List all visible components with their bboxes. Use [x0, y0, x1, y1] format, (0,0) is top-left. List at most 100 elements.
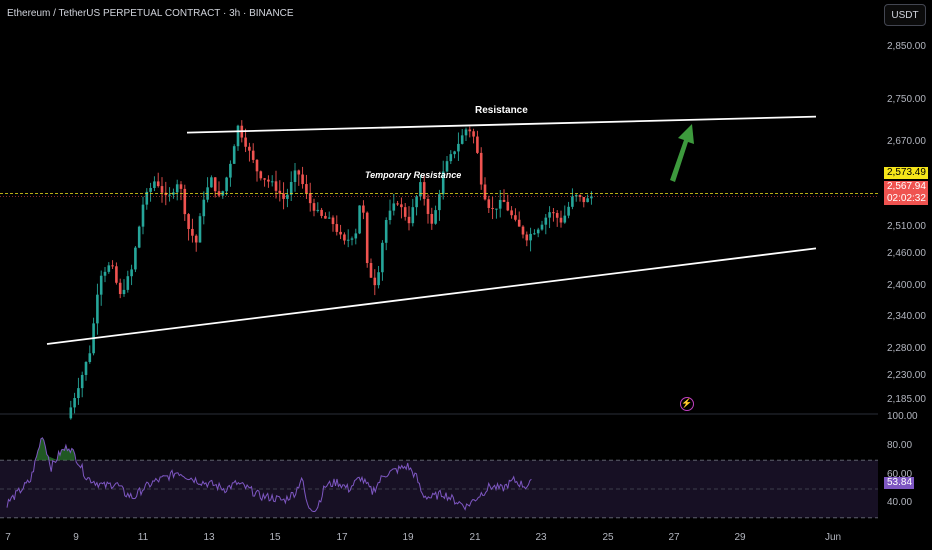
- candle: [248, 142, 251, 162]
- candle: [301, 166, 304, 189]
- candle-body: [248, 146, 251, 151]
- candle: [282, 182, 285, 210]
- candle: [172, 188, 175, 199]
- candle-body: [149, 187, 152, 192]
- candle-body: [457, 143, 460, 152]
- candle-body: [586, 198, 589, 203]
- candle-body: [388, 210, 392, 221]
- candle: [88, 345, 92, 364]
- candle: [175, 179, 179, 201]
- candle: [510, 206, 513, 219]
- candle: [286, 188, 289, 208]
- price-axis-label: 2,850.00: [887, 40, 926, 52]
- price-axis-label: 2,185.00: [887, 393, 926, 405]
- candle-body: [491, 207, 494, 209]
- candle: [327, 211, 331, 220]
- candle: [548, 206, 551, 229]
- candle-body: [441, 171, 445, 195]
- candle-body: [331, 217, 335, 225]
- candle: [571, 188, 574, 210]
- candle-body: [430, 213, 434, 224]
- candle-body: [396, 203, 399, 205]
- candle-body: [552, 212, 555, 214]
- candle-body: [267, 179, 270, 182]
- symbol-title: Ethereum / TetherUS PERPETUAL CONTRACT ·…: [7, 8, 294, 19]
- candle-body: [502, 199, 506, 202]
- candle-body: [563, 215, 567, 223]
- candle-body: [179, 184, 183, 189]
- candle: [153, 176, 156, 192]
- candle-body: [468, 129, 472, 132]
- green-arrow-icon: [670, 124, 694, 182]
- candle-body: [251, 150, 255, 160]
- candle-body: [84, 361, 88, 375]
- candle: [552, 208, 555, 222]
- candle-body: [278, 190, 282, 194]
- time-axis-label: 17: [336, 532, 348, 543]
- candle: [118, 278, 122, 299]
- candle: [103, 266, 107, 283]
- currency-button[interactable]: USDT: [884, 4, 926, 26]
- candle: [335, 215, 339, 236]
- candle-body: [339, 231, 342, 235]
- candle: [388, 199, 392, 225]
- candle: [400, 197, 403, 219]
- candle: [567, 201, 570, 219]
- candle: [407, 206, 411, 231]
- candle-body: [134, 247, 137, 270]
- candle: [232, 144, 236, 164]
- candle-body: [312, 203, 316, 211]
- candle: [130, 264, 133, 286]
- candle-body: [301, 174, 304, 185]
- candle-body: [358, 205, 361, 234]
- candle: [502, 189, 506, 203]
- candle: [225, 176, 228, 196]
- candle: [453, 150, 456, 159]
- candle: [115, 262, 118, 285]
- candle: [213, 177, 217, 198]
- candle-body: [255, 159, 259, 172]
- candle: [362, 200, 365, 220]
- countdown-tag: 02:02:32: [884, 193, 928, 205]
- candle: [415, 194, 418, 216]
- rsi-axis-label: 100.00: [887, 411, 918, 422]
- candle: [392, 194, 396, 216]
- candle-body: [567, 206, 570, 216]
- candle-body: [305, 184, 308, 194]
- price-axis-label: 2,460.00: [887, 247, 926, 259]
- time-axis-label: 7: [5, 532, 11, 543]
- candle: [293, 163, 297, 192]
- time-axis-label: 25: [602, 532, 614, 543]
- candle-body: [96, 294, 99, 324]
- candle: [358, 205, 361, 235]
- resistance-label: Resistance: [475, 105, 528, 116]
- candle: [544, 213, 548, 235]
- price-axis-label: 2,280.00: [887, 343, 926, 355]
- candle: [160, 177, 164, 203]
- candle-body: [411, 207, 415, 224]
- candle: [308, 182, 312, 212]
- candle: [126, 270, 130, 293]
- candle: [305, 174, 308, 199]
- candle-body: [559, 217, 563, 223]
- candle-body: [343, 234, 346, 241]
- candle: [202, 191, 206, 225]
- candle-body: [259, 171, 263, 179]
- candle-body: [434, 210, 437, 224]
- candle-body: [400, 204, 403, 208]
- candle-body: [407, 216, 411, 224]
- candle: [506, 194, 510, 212]
- lightning-alert-icon[interactable]: ⚡: [680, 397, 694, 411]
- candle-body: [324, 215, 327, 219]
- candle: [156, 172, 160, 188]
- candle: [422, 175, 426, 206]
- grid-layer: [0, 413, 878, 519]
- candle-body: [529, 233, 532, 241]
- rsi-axis-label: 80.00: [887, 439, 913, 451]
- candle-body: [126, 276, 130, 290]
- candle: [384, 217, 388, 251]
- candle: [441, 160, 445, 200]
- rsi-axis-label: 40.00: [887, 497, 913, 509]
